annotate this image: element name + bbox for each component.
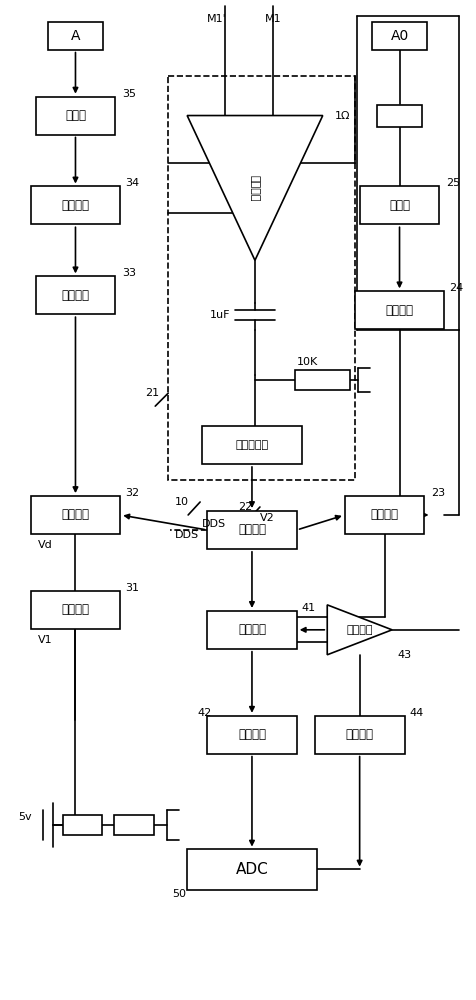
Text: A: A	[70, 29, 80, 43]
Text: 调制放大: 调制放大	[238, 523, 266, 536]
Text: ADC: ADC	[235, 862, 268, 877]
Text: 1Ω: 1Ω	[334, 111, 349, 121]
FancyBboxPatch shape	[48, 22, 103, 50]
Text: Vd: Vd	[38, 540, 52, 550]
FancyBboxPatch shape	[30, 591, 120, 629]
Text: 25: 25	[446, 178, 459, 188]
Text: M1: M1	[264, 14, 281, 24]
Text: 电流采集: 电流采集	[346, 625, 372, 635]
FancyBboxPatch shape	[187, 849, 316, 890]
Text: 差分放大: 差分放大	[61, 603, 89, 616]
Text: 23: 23	[430, 488, 445, 498]
Text: A0: A0	[389, 29, 408, 43]
Text: 10K: 10K	[296, 357, 317, 367]
Text: 44: 44	[408, 708, 423, 718]
Text: 幅度控制: 幅度控制	[61, 199, 89, 212]
Polygon shape	[187, 116, 322, 260]
FancyBboxPatch shape	[202, 426, 301, 464]
FancyBboxPatch shape	[36, 276, 115, 314]
FancyBboxPatch shape	[377, 105, 421, 127]
Text: 33: 33	[122, 268, 136, 278]
Text: 32: 32	[125, 488, 139, 498]
Text: DDS: DDS	[202, 519, 226, 529]
FancyBboxPatch shape	[207, 511, 296, 549]
Text: 41: 41	[301, 603, 315, 613]
Text: 交流转直流: 交流转直流	[235, 440, 268, 450]
FancyBboxPatch shape	[294, 370, 349, 390]
Text: 仪表放大: 仪表放大	[249, 175, 259, 201]
Text: M1': M1'	[207, 14, 227, 24]
FancyBboxPatch shape	[36, 97, 115, 135]
FancyBboxPatch shape	[30, 496, 120, 534]
Text: 50: 50	[172, 889, 186, 899]
Text: 幅度控制: 幅度控制	[385, 304, 413, 317]
Text: DDS: DDS	[175, 530, 199, 540]
FancyBboxPatch shape	[207, 716, 296, 754]
Text: V1: V1	[38, 635, 52, 645]
FancyBboxPatch shape	[371, 22, 426, 50]
Text: 恒流源: 恒流源	[388, 199, 409, 212]
Text: V2: V2	[259, 513, 274, 523]
FancyBboxPatch shape	[62, 815, 102, 835]
Text: 低通滤波: 低通滤波	[61, 289, 89, 302]
Text: 低通滤波: 低通滤波	[370, 508, 398, 521]
Text: 24: 24	[448, 283, 463, 293]
FancyBboxPatch shape	[114, 815, 154, 835]
FancyBboxPatch shape	[207, 611, 296, 649]
Text: 5v: 5v	[19, 812, 32, 822]
FancyBboxPatch shape	[354, 291, 444, 329]
Text: 22: 22	[238, 502, 252, 512]
Text: 43: 43	[396, 650, 410, 660]
Text: 调制放大: 调制放大	[61, 508, 89, 521]
Text: 35: 35	[122, 89, 136, 99]
FancyBboxPatch shape	[359, 186, 438, 224]
Text: 21: 21	[145, 388, 159, 398]
Text: 1uF: 1uF	[209, 310, 230, 320]
Text: 电压采集: 电压采集	[238, 623, 266, 636]
FancyBboxPatch shape	[344, 496, 424, 534]
Text: 34: 34	[125, 178, 139, 188]
Text: 31: 31	[125, 583, 139, 593]
Text: 带通滤波: 带通滤波	[238, 728, 266, 741]
Text: 带通滤波: 带通滤波	[345, 728, 373, 741]
Polygon shape	[327, 605, 391, 655]
Text: 恒流源: 恒流源	[65, 109, 86, 122]
FancyBboxPatch shape	[30, 186, 120, 224]
Text: 42: 42	[197, 708, 211, 718]
Text: 10: 10	[175, 497, 189, 507]
FancyBboxPatch shape	[314, 716, 404, 754]
